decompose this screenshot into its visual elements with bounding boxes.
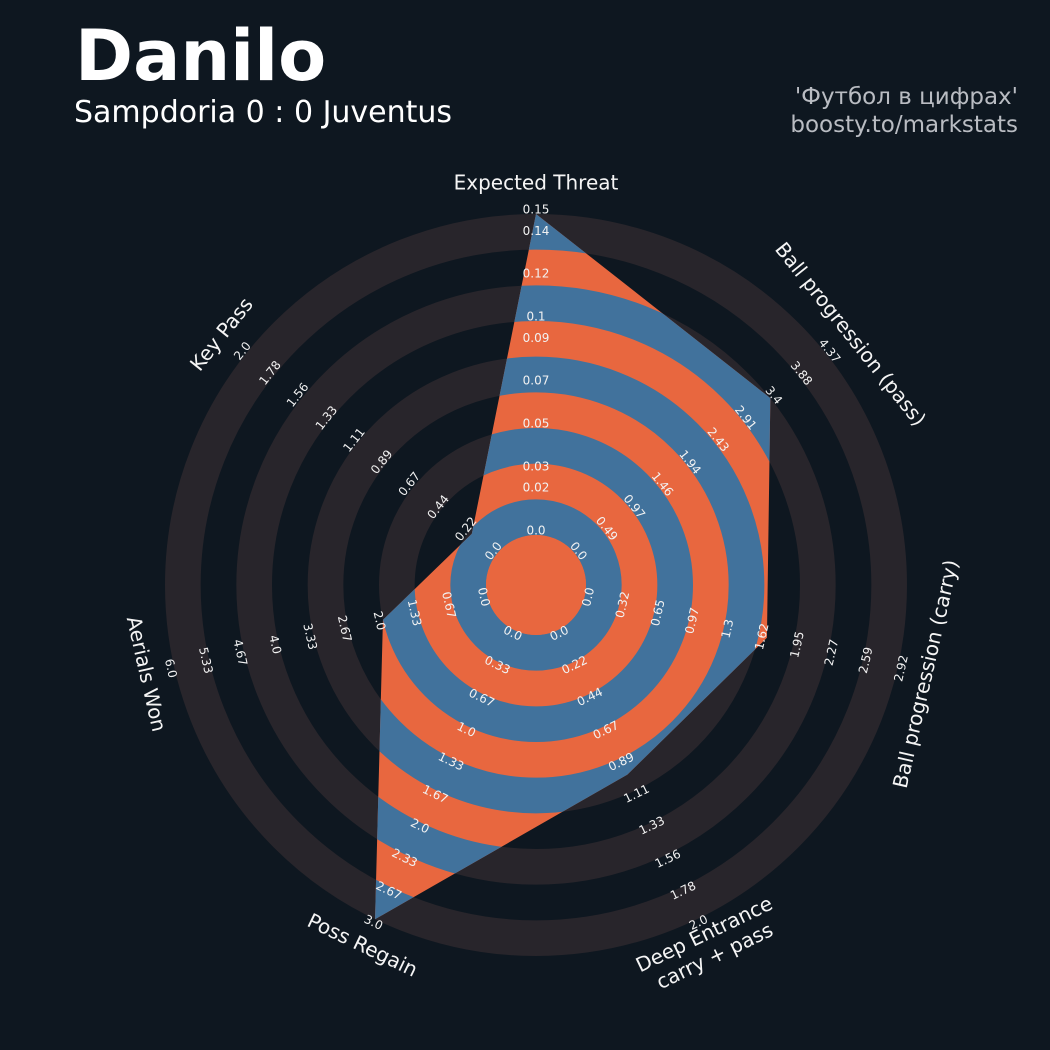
- tick-label: 1.33: [405, 598, 425, 627]
- tick-label: 2.67: [335, 614, 355, 643]
- tick-label: 2.59: [856, 646, 876, 675]
- center: [486, 535, 586, 635]
- tick-label: 0.14: [523, 224, 550, 238]
- tick-label: 0.65: [648, 598, 668, 627]
- tick-label: 0.0: [579, 586, 597, 608]
- tick-label: 1.3: [719, 618, 737, 640]
- credit: boosty.to/markstats: [790, 112, 1018, 138]
- tick-label: 1.95: [787, 630, 807, 659]
- tick-label: 0.12: [523, 267, 550, 281]
- tick-label: 0.97: [682, 606, 702, 635]
- chart-title: Danilo: [75, 15, 326, 97]
- tick-label: 2.0: [371, 610, 389, 632]
- tick-label: 0.15: [523, 203, 550, 217]
- fill-ring: [450, 499, 622, 671]
- tick-label: 2.92: [891, 654, 911, 683]
- param-label: Expected Threat: [454, 171, 619, 195]
- tick-label: 0.07: [523, 374, 550, 388]
- tick-label: 1.62: [752, 622, 772, 651]
- tick-label: 0.03: [523, 459, 550, 473]
- tick-label: 0.0: [475, 586, 493, 608]
- tick-label: 0.67: [439, 590, 459, 619]
- credit: 'Футбол в цифрах': [795, 84, 1018, 110]
- tick-label: 0.32: [613, 590, 633, 619]
- fill-ring: [375, 356, 765, 814]
- tick-label: 0.09: [523, 331, 550, 345]
- tick-label: 0.05: [523, 417, 550, 431]
- tick-label: 0.1: [526, 310, 545, 324]
- tick-label: 4.67: [230, 638, 250, 667]
- tick-label: 6.0: [162, 657, 180, 679]
- tick-label: 2.27: [822, 638, 842, 667]
- tick-label: 4.0: [266, 634, 284, 656]
- param-label: Aerials Won: [122, 614, 172, 734]
- tick-label: 3.33: [300, 622, 320, 651]
- tick-label: 5.33: [196, 646, 216, 675]
- fill-ring: [375, 214, 771, 920]
- tick-label: 0.02: [523, 481, 550, 495]
- subtitle: Sampdoria 0 : 0 Juventus: [74, 95, 452, 130]
- tick-label: 0.0: [526, 524, 545, 538]
